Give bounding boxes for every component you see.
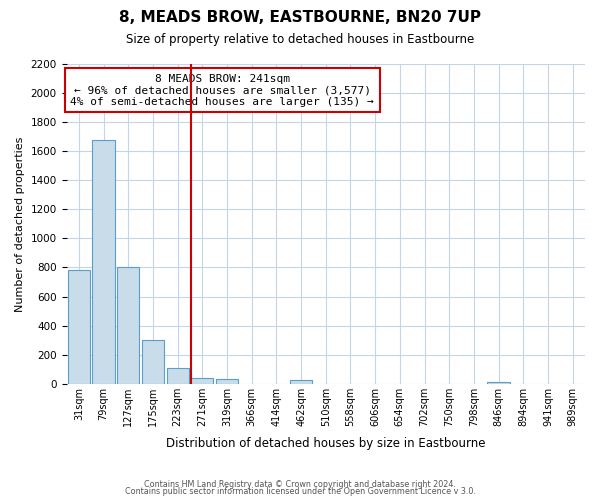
Bar: [92, 140, 115, 384]
Bar: [117, 268, 139, 384]
Text: Contains HM Land Registry data © Crown copyright and database right 2024.: Contains HM Land Registry data © Crown c…: [144, 480, 456, 489]
Text: Size of property relative to detached houses in Eastbourne: Size of property relative to detached ho…: [126, 32, 474, 46]
Bar: [142, 340, 164, 384]
Bar: [290, 380, 312, 384]
Text: 8, MEADS BROW, EASTBOURNE, BN20 7UP: 8, MEADS BROW, EASTBOURNE, BN20 7UP: [119, 10, 481, 25]
X-axis label: Distribution of detached houses by size in Eastbourne: Distribution of detached houses by size …: [166, 437, 485, 450]
Text: 8 MEADS BROW: 241sqm
← 96% of detached houses are smaller (3,577)
4% of semi-det: 8 MEADS BROW: 241sqm ← 96% of detached h…: [70, 74, 374, 107]
Bar: [68, 270, 90, 384]
Bar: [216, 380, 238, 384]
Bar: [487, 382, 509, 384]
Text: Contains public sector information licensed under the Open Government Licence v : Contains public sector information licen…: [125, 488, 475, 496]
Bar: [191, 378, 214, 384]
Y-axis label: Number of detached properties: Number of detached properties: [15, 136, 25, 312]
Bar: [167, 368, 189, 384]
